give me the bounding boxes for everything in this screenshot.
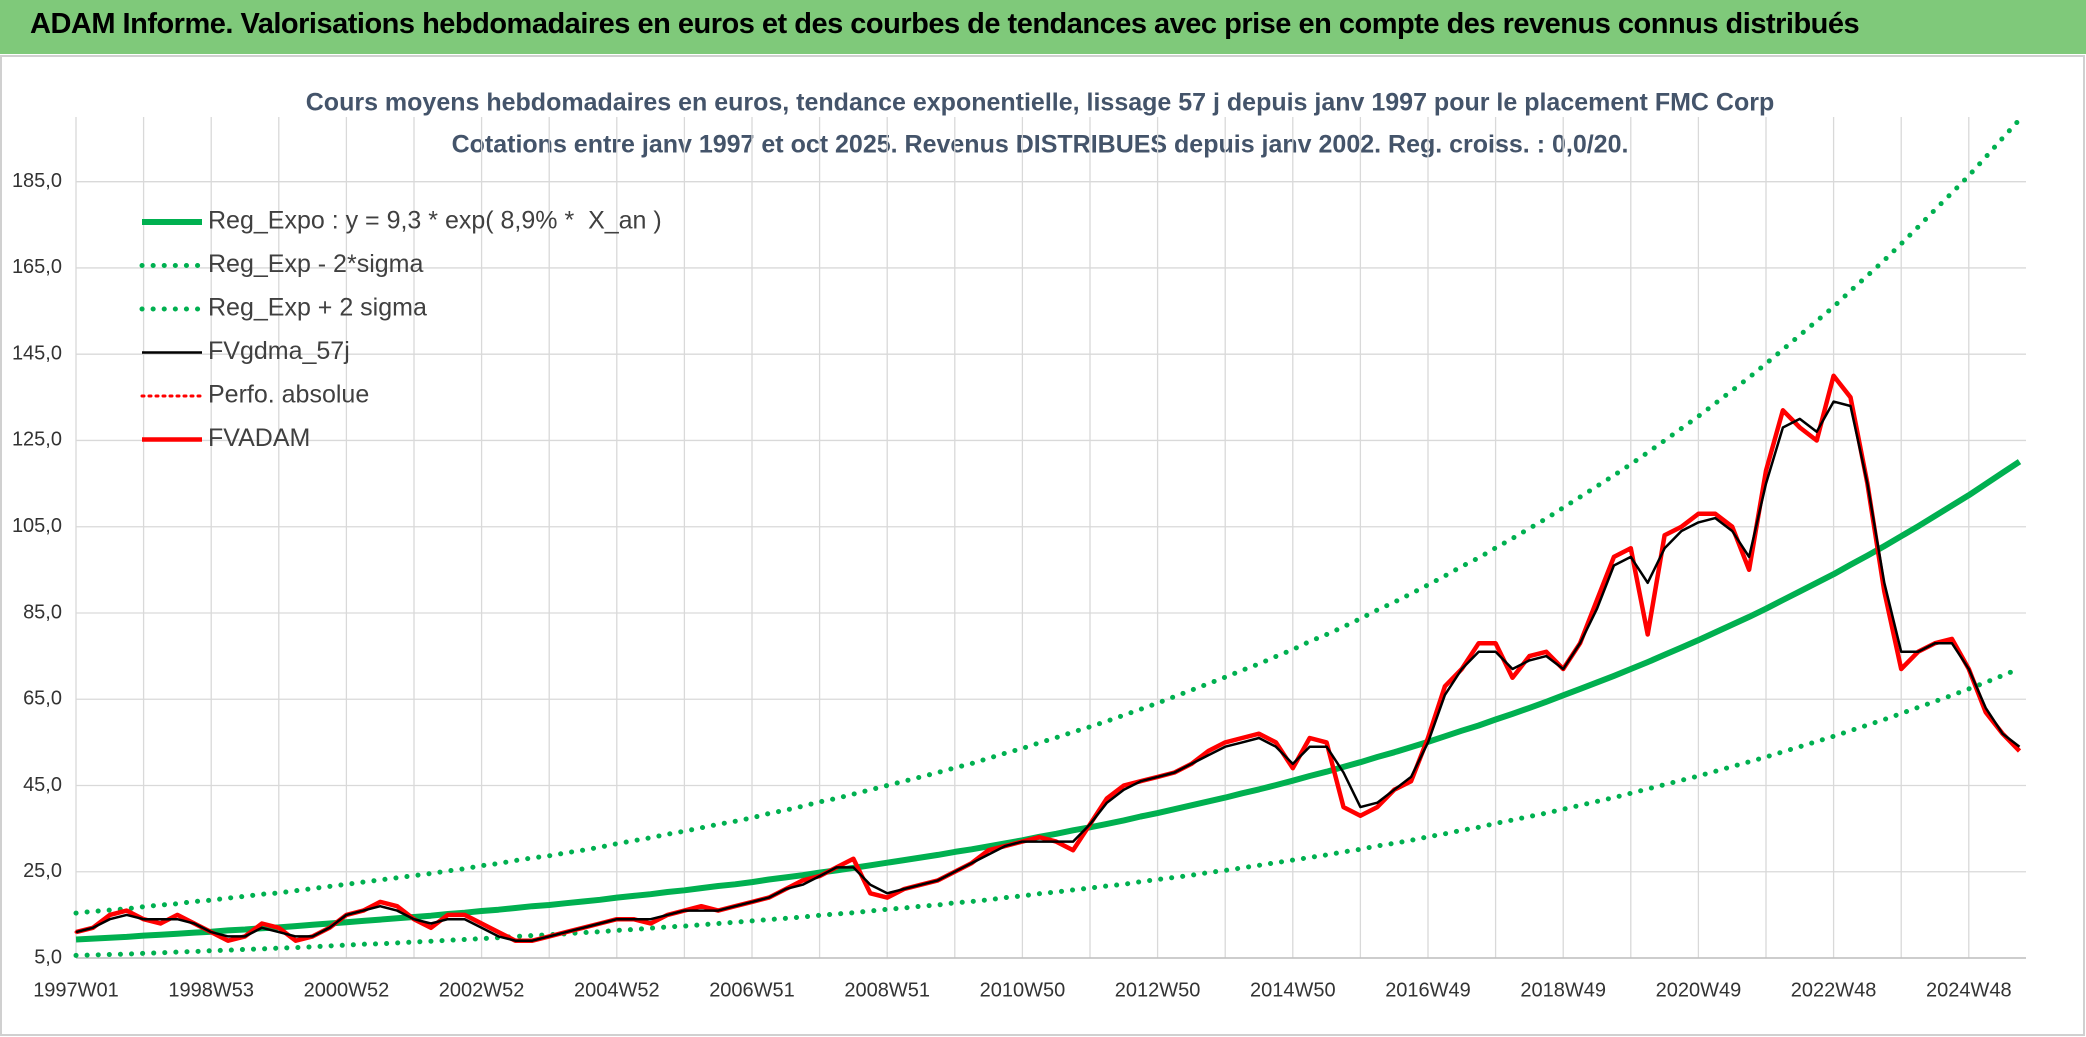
series-line — [73, 117, 2022, 916]
y-tick-label: 85,0 — [23, 601, 62, 623]
y-tick-label: 145,0 — [12, 342, 62, 364]
x-tick-label: 2000W52 — [304, 979, 390, 1001]
chart: Cours moyens hebdomadaires en euros, ten… — [0, 55, 2085, 1036]
chart-subtitle: Cotations entre janv 1997 et oct 2025. R… — [452, 131, 1629, 159]
x-tick-label: 2018W49 — [1520, 979, 1606, 1001]
y-tick-label: 125,0 — [12, 429, 62, 451]
y-tick-label: 185,0 — [12, 170, 62, 192]
x-tick-label: 2012W50 — [1115, 979, 1201, 1001]
y-tick-label: 25,0 — [23, 860, 62, 882]
chart-frame — [0, 55, 2085, 1036]
x-tick-label: 2024W48 — [1926, 979, 2012, 1001]
y-tick-label: 65,0 — [23, 688, 62, 710]
series-line — [74, 374, 2021, 943]
chart-title: Cours moyens hebdomadaires en euros, ten… — [306, 89, 1775, 117]
legend-label: FVgdma_57j — [208, 337, 350, 365]
series-line — [75, 459, 2022, 943]
series-line — [73, 666, 2022, 958]
x-tick-label: 1997W01 — [33, 979, 119, 1001]
x-tick-label: 2010W50 — [980, 979, 1066, 1001]
y-tick-label: 105,0 — [12, 515, 62, 537]
legend-label: Reg_Exp - 2*sigma — [208, 250, 423, 278]
header: ADAM Informe. Valorisations hebdomadaire… — [0, 0, 2086, 54]
legend-label: Reg_Expo : y = 9,3 * exp( 8,9% * X_an ) — [208, 207, 662, 235]
legend-label: FVADAM — [208, 424, 310, 452]
series-line — [75, 400, 2021, 942]
y-tick-label: 45,0 — [23, 774, 62, 796]
x-tick-label: 2002W52 — [439, 979, 525, 1001]
x-tick-label: 2016W49 — [1385, 979, 1471, 1001]
y-tick-label: 5,0 — [34, 946, 62, 968]
x-tick-label: 1998W53 — [168, 979, 254, 1001]
x-tick-label: 2006W51 — [709, 979, 795, 1001]
y-tick-label: 165,0 — [12, 256, 62, 278]
x-tick-label: 2008W51 — [844, 979, 930, 1001]
x-tick-label: 2014W50 — [1250, 979, 1336, 1001]
legend-label: Perfo. absolue — [208, 381, 369, 409]
header-title: ADAM Informe. Valorisations hebdomadaire… — [30, 8, 1860, 40]
x-tick-label: 2004W52 — [574, 979, 660, 1001]
x-tick-label: 2020W49 — [1656, 979, 1742, 1001]
x-tick-label: 2022W48 — [1791, 979, 1877, 1001]
legend-label: Reg_Exp + 2 sigma — [208, 294, 427, 322]
